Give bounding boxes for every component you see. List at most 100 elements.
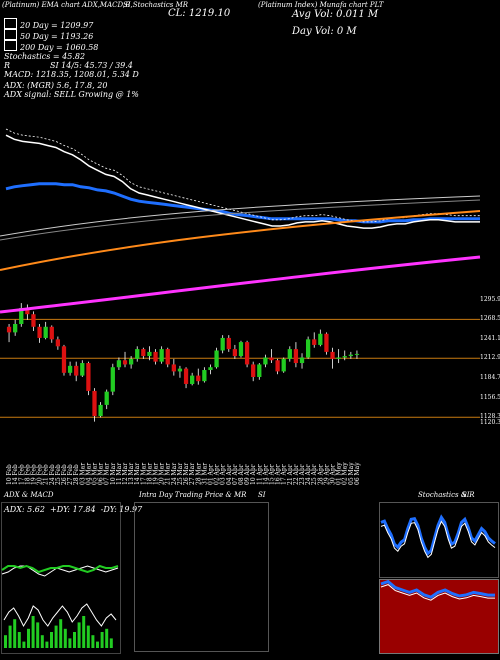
candle-body	[49, 326, 54, 340]
candle-body	[55, 339, 61, 347]
adx-readout: ADX: 5.62 +DY: 17.84 -DY: 19.97	[4, 505, 143, 514]
date-tick-label: 01 Apr	[207, 464, 214, 485]
date-tick-label: 06 May	[354, 462, 361, 485]
candle-body	[74, 365, 79, 376]
candle-body	[257, 364, 262, 377]
candle-body	[354, 353, 360, 355]
macd-bar	[8, 625, 12, 648]
date-tick-label: 05 Mar	[92, 463, 99, 485]
date-tick-label: 24 Mar	[171, 463, 178, 485]
date-tick-label: 17 Apr	[281, 464, 288, 485]
candle-body	[67, 365, 73, 373]
candle-body	[330, 351, 335, 359]
ema100-line	[0, 210, 481, 271]
date-tick-label: 25 Mar	[177, 463, 184, 485]
avg-volume-label: Avg Vol: 0.011 M	[292, 9, 379, 20]
candle-body	[287, 349, 292, 359]
macd-bar	[105, 628, 109, 648]
date-tick-label: 27 Mar	[189, 463, 196, 485]
candle-body	[98, 404, 103, 417]
candle-body	[342, 356, 347, 358]
legend-swatch-50	[4, 29, 17, 40]
close-price-label: CL: 1219.10	[168, 8, 231, 19]
date-tick-label: 19 Mar	[153, 463, 160, 485]
ema100-white-line	[0, 195, 481, 237]
date-tick-label: 19 Feb	[30, 464, 37, 485]
date-tick-label: 15 Apr	[269, 464, 276, 485]
rsi-signal-line	[380, 584, 495, 601]
legend-swatch-20	[4, 18, 17, 29]
macd-bar	[73, 632, 76, 648]
ema10-line	[5, 128, 480, 223]
candle-body	[263, 357, 268, 365]
macd-bar	[22, 641, 26, 648]
candle-body	[122, 360, 128, 365]
candle-body	[6, 326, 12, 333]
macd-bar	[100, 632, 104, 648]
ema50-line	[5, 182, 480, 224]
candle-body	[116, 360, 122, 368]
price-tick-label: 1268.54	[480, 315, 500, 323]
stoch-si-label: SI	[462, 491, 470, 499]
date-tick-label: 24 Feb	[49, 464, 56, 485]
legend-swatch-200	[4, 40, 17, 51]
macd-bar	[96, 641, 99, 648]
candle-body	[165, 349, 170, 365]
macd-value: MACD: 1218.35, 1208.01, 5.34 D	[4, 70, 139, 79]
date-tick-label: 27 Feb	[67, 464, 74, 485]
candle-body	[232, 349, 238, 357]
day-volume-label: Day Vol: 0 M	[292, 26, 357, 37]
candle-body	[190, 375, 195, 384]
candle-body	[159, 349, 164, 362]
date-tick-label: 07 Mar	[104, 463, 111, 485]
candle-body	[31, 314, 36, 327]
candle-body	[86, 363, 91, 391]
date-tick-label: 10 Mar	[110, 463, 117, 485]
date-tick-label: 14 Mar	[134, 463, 141, 485]
candle-body	[202, 370, 207, 382]
date-tick-label: 31 Mar	[201, 463, 208, 485]
date-tick-label: 02 May	[342, 462, 349, 485]
candle-body	[104, 391, 109, 405]
adx-value: ADX: (MGR) 5.6, 17.8, 20	[4, 81, 108, 90]
date-tick-label: 18 Mar	[146, 463, 153, 485]
date-tick-label: 17 Mar	[140, 463, 147, 485]
date-tick-label: 05 May	[348, 462, 355, 485]
adx-macd-title: ADX & MACD	[4, 491, 54, 499]
date-tick-label: 28 Mar	[195, 463, 202, 485]
date-tick-label: 16 Apr	[275, 464, 282, 485]
date-tick-label: 21 Apr	[287, 464, 294, 485]
date-tick-label: 21 Feb	[43, 464, 50, 485]
price-tick-label: 1156.51	[480, 393, 500, 401]
candle-body	[305, 339, 311, 358]
price-tick-label: 1212.92	[480, 354, 500, 362]
intraday-si-label: SI	[258, 491, 266, 499]
macd-line	[3, 603, 117, 628]
candle-body	[312, 339, 317, 345]
macd-bar	[91, 635, 95, 648]
date-tick-label: 22 Apr	[293, 464, 300, 485]
chart-title-right: (Platinum Index) Munafa chart PLT	[258, 1, 384, 9]
macd-bar	[45, 641, 49, 648]
r-label: R	[4, 61, 11, 70]
main-price-chart: 10 Feb 14 Feb 17 Feb 18 Feb 19 Feb 20 Feb 21 F…	[0, 128, 481, 485]
candle-body	[226, 337, 231, 350]
date-tick-label: 04 Apr	[226, 464, 233, 485]
date-tick-label: 14 Apr	[262, 464, 269, 485]
chart-title-left: (Platinum) EMA chart ADX,MACD,B	[2, 1, 131, 9]
adx-plus-line	[1, 565, 119, 577]
macd-bar	[40, 635, 44, 648]
chart-title-mid: SI,Stochastics MR	[123, 1, 189, 9]
candle-body	[251, 364, 256, 377]
candle-body	[238, 342, 244, 357]
candle-body	[110, 367, 115, 392]
adx-signal: ADX signal: SELL Growing @ 1%	[4, 90, 139, 99]
macd-bar	[50, 632, 53, 648]
date-tick-label: 29 Apr	[323, 464, 330, 485]
stoch-r-title: Stochastics & R	[418, 491, 475, 499]
date-tick-label: 02 Apr	[214, 464, 221, 485]
macd-bar	[17, 632, 21, 648]
macd-bar	[4, 635, 7, 648]
date-tick-label: 20 Feb	[37, 464, 44, 485]
